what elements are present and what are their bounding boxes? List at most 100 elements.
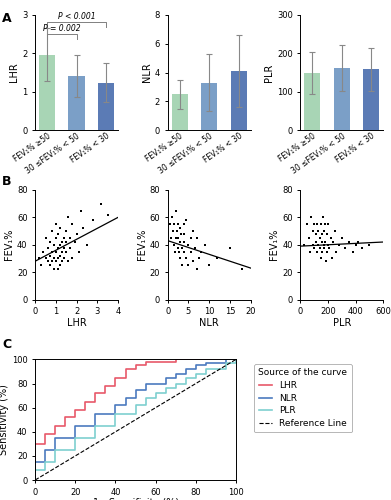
Point xyxy=(323,248,330,256)
Point xyxy=(341,244,348,252)
Point xyxy=(181,230,187,238)
Point xyxy=(78,206,84,214)
Point xyxy=(329,254,335,262)
Point xyxy=(59,257,65,265)
Point xyxy=(45,244,51,252)
Point xyxy=(196,254,202,262)
Point xyxy=(190,227,196,235)
Y-axis label: FEV₁%: FEV₁% xyxy=(269,229,279,260)
Point xyxy=(169,214,175,222)
Point xyxy=(61,254,67,262)
Point xyxy=(168,234,174,242)
Point xyxy=(194,234,200,242)
Point xyxy=(51,241,57,249)
Y-axis label: FEV₁%: FEV₁% xyxy=(137,229,147,260)
Point xyxy=(315,227,321,235)
Point xyxy=(61,234,67,242)
Point xyxy=(47,238,53,246)
Point xyxy=(55,254,61,262)
Point xyxy=(321,227,327,235)
Text: B: B xyxy=(2,175,11,188)
Bar xyxy=(39,54,55,130)
Point xyxy=(227,244,233,252)
Text: P = 0.002: P = 0.002 xyxy=(43,24,81,33)
Point xyxy=(308,214,314,222)
X-axis label: PLR: PLR xyxy=(333,318,351,328)
Point xyxy=(346,238,352,246)
Point xyxy=(214,254,221,262)
Point xyxy=(48,248,55,256)
Point xyxy=(322,238,328,246)
Bar xyxy=(68,76,85,130)
Point xyxy=(170,227,176,235)
Point xyxy=(84,241,90,249)
Point xyxy=(171,220,177,228)
Point xyxy=(326,244,332,252)
Bar xyxy=(98,82,114,130)
Y-axis label: NLR: NLR xyxy=(142,62,152,82)
Point xyxy=(332,227,338,235)
Point xyxy=(322,220,328,228)
Point xyxy=(321,241,327,249)
Point xyxy=(301,241,308,249)
Point xyxy=(40,248,47,256)
Point xyxy=(74,230,80,238)
X-axis label: 1 - Specificity (%): 1 - Specificity (%) xyxy=(93,498,179,500)
Point xyxy=(177,224,183,232)
Y-axis label: FEV₁%: FEV₁% xyxy=(4,229,14,260)
Bar xyxy=(304,74,320,130)
X-axis label: NLR: NLR xyxy=(199,318,219,328)
Point xyxy=(319,248,326,256)
Point xyxy=(333,248,339,256)
Point xyxy=(171,241,177,249)
Point xyxy=(317,234,323,242)
Point xyxy=(183,216,190,224)
Point xyxy=(323,257,329,265)
Point xyxy=(47,262,53,270)
Bar xyxy=(363,70,379,130)
Y-axis label: Sensitivity (%): Sensitivity (%) xyxy=(0,384,9,455)
Point xyxy=(63,238,69,246)
Point xyxy=(190,257,196,265)
Point xyxy=(194,266,200,274)
Text: P < 0.001: P < 0.001 xyxy=(58,12,95,21)
Point xyxy=(61,244,67,252)
Point xyxy=(174,227,180,235)
Point xyxy=(173,234,179,242)
Point xyxy=(310,241,316,249)
Point xyxy=(352,241,359,249)
Point xyxy=(187,248,194,256)
Point xyxy=(318,220,324,228)
Point xyxy=(187,234,194,242)
Text: C: C xyxy=(2,338,11,350)
Point xyxy=(202,241,208,249)
Point xyxy=(304,220,310,228)
Point xyxy=(55,244,61,252)
Point xyxy=(42,254,48,262)
Point xyxy=(314,248,320,256)
Point xyxy=(359,244,366,252)
Point xyxy=(323,230,330,238)
Point xyxy=(65,214,72,222)
Point xyxy=(175,220,181,228)
Point xyxy=(48,227,55,235)
Point xyxy=(175,244,181,252)
Bar xyxy=(201,82,217,130)
Point xyxy=(336,241,342,249)
Point xyxy=(350,248,356,256)
Point xyxy=(325,220,331,228)
Point xyxy=(185,241,192,249)
Point xyxy=(53,248,59,256)
Point xyxy=(206,262,212,270)
Legend: LHR, NLR, PLR, Reference Line: LHR, NLR, PLR, Reference Line xyxy=(254,364,352,432)
Point xyxy=(57,241,63,249)
Point xyxy=(192,244,198,252)
Point xyxy=(53,257,59,265)
Point xyxy=(321,244,328,252)
Point xyxy=(312,238,319,246)
Point xyxy=(36,254,43,262)
Point xyxy=(177,254,183,262)
Point xyxy=(198,248,204,256)
X-axis label: LHR: LHR xyxy=(67,318,86,328)
Point xyxy=(320,214,326,222)
